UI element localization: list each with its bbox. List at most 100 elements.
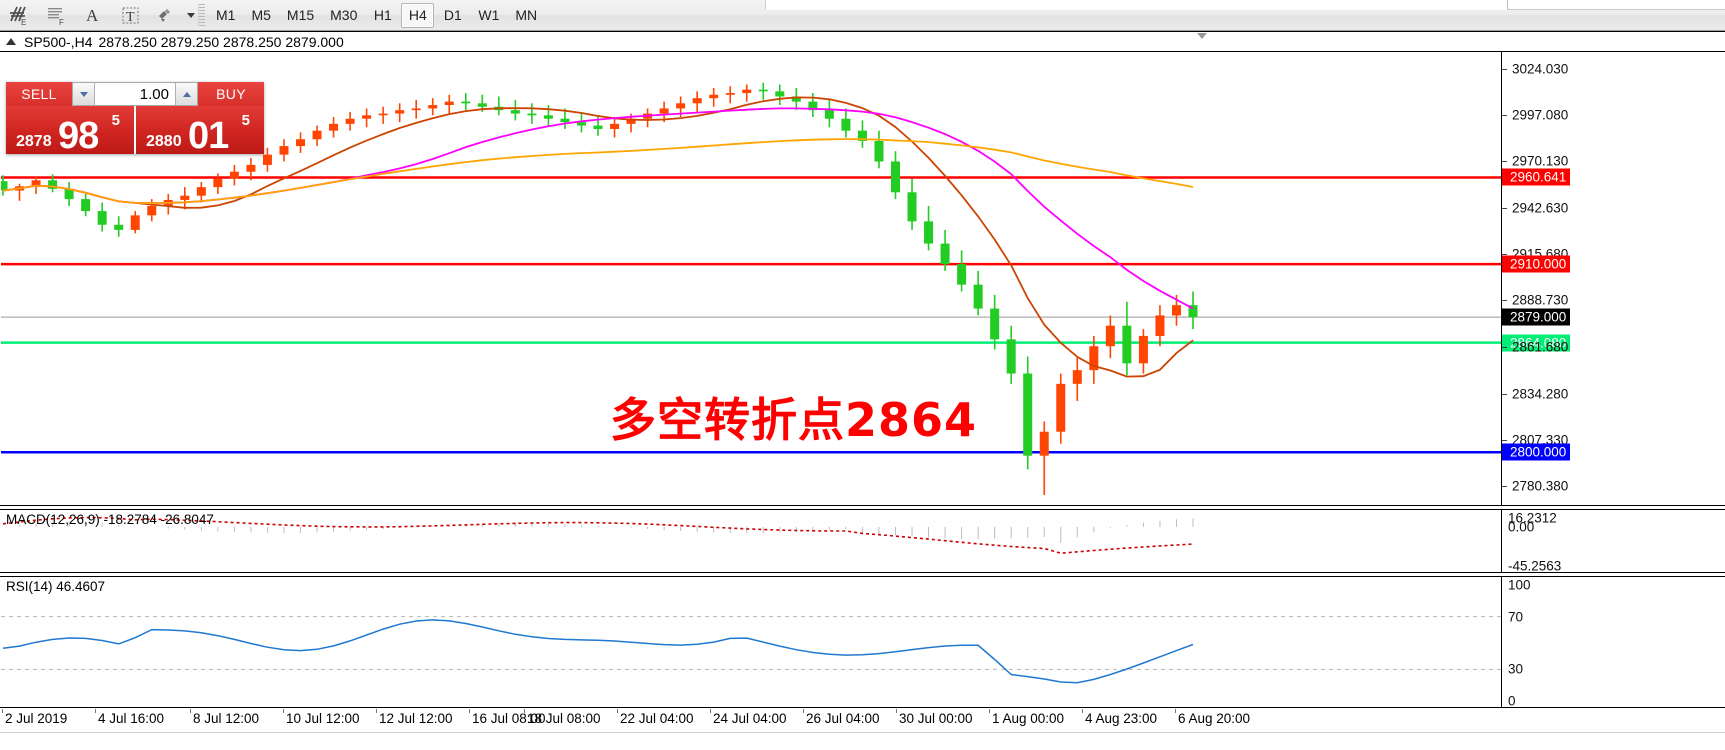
rsi-pane[interactable]: RSI(14) 46.4607 100 70 30 0 — [0, 576, 1725, 708]
toolbar-scroll-strip[interactable] — [765, 0, 1725, 10]
candle — [279, 146, 289, 155]
macd-axis-label: -45.2563 — [1508, 558, 1562, 573]
price-tick — [1502, 346, 1507, 348]
timeframe-h4[interactable]: H4 — [401, 2, 435, 28]
volume-increase-button[interactable] — [175, 83, 197, 105]
price-label-2888-730: 2888.730 — [1512, 292, 1569, 308]
timeframe-m15[interactable]: M15 — [286, 7, 315, 23]
price-label-2997-080: 2997.080 — [1512, 107, 1569, 123]
candle — [990, 308, 1000, 340]
time-label: 18 Jul 08:00 — [527, 711, 601, 726]
candle — [64, 188, 74, 200]
sell-price-prefix: 2878 — [16, 133, 52, 150]
candle — [543, 115, 553, 119]
objects-dropdown-caret-icon[interactable] — [187, 12, 195, 18]
timeframe-m30[interactable]: M30 — [330, 7, 358, 23]
timeframe-h1[interactable]: H1 — [373, 7, 392, 23]
timeframe-m1[interactable]: M1 — [216, 7, 236, 23]
toolbar-scroll-thumb[interactable] — [766, 0, 1508, 10]
timeframe-mn[interactable]: MN — [515, 7, 538, 23]
candle — [791, 96, 801, 102]
candle — [709, 94, 719, 99]
price-pane[interactable]: 3024.030 2997.080 2970.130 2960.641 2942.630… — [0, 51, 1725, 506]
candle — [411, 108, 421, 111]
time-label: 30 Jul 00:00 — [899, 711, 973, 726]
volume-stepper[interactable]: 1.00 — [72, 82, 198, 106]
price-label-2834-280: 2834.280 — [1512, 386, 1569, 402]
rsi-axis-label: 70 — [1508, 609, 1524, 625]
indicator-grid-icon[interactable]: F — [37, 1, 74, 30]
rsi-axis-label: 30 — [1508, 661, 1524, 677]
sell-price-cell[interactable]: 2878 98 5 — [6, 106, 134, 154]
time-label: 16 Jul 08:00 — [472, 711, 546, 726]
time-tick — [1175, 709, 1176, 713]
volume-decrease-button[interactable] — [73, 83, 95, 105]
time-tick — [989, 709, 990, 713]
candle — [957, 264, 967, 285]
text-tool-icon[interactable]: A — [74, 1, 111, 30]
chart-type-icon[interactable]: E — [0, 1, 37, 30]
candle — [527, 113, 537, 116]
candle — [725, 93, 735, 95]
one-click-trade-panel[interactable]: SELL 1.00 BUY 2878 98 5 2880 01 5 — [6, 82, 264, 154]
price-plot-area[interactable] — [1, 52, 1501, 505]
text-label-tool-icon[interactable]: T — [111, 1, 148, 30]
candle — [213, 178, 223, 188]
candle — [477, 103, 487, 107]
svg-text:F: F — [59, 18, 64, 26]
chart-top-marker-icon — [1197, 33, 1207, 39]
rsi-line — [2, 619, 1194, 684]
candle — [1089, 346, 1099, 371]
time-label: 8 Jul 12:00 — [193, 711, 260, 726]
buy-button[interactable]: BUY — [198, 82, 264, 106]
timeframe-d1[interactable]: D1 — [443, 7, 462, 23]
buy-price-cell[interactable]: 2880 01 5 — [136, 106, 264, 154]
candle — [973, 284, 983, 309]
ma-fast — [2, 96, 1194, 378]
candle — [924, 221, 934, 244]
timeframe-w1[interactable]: W1 — [478, 7, 500, 23]
toolbar-separator — [198, 4, 205, 26]
price-chip-2800-000: 2800.000 — [1502, 443, 1571, 461]
time-label: 6 Aug 20:00 — [1178, 711, 1251, 726]
candle — [114, 224, 124, 230]
volume-input[interactable]: 1.00 — [95, 83, 175, 105]
candle — [692, 98, 702, 104]
rsi-axis-label: 0 — [1508, 693, 1516, 708]
candle — [891, 161, 900, 193]
price-tick — [1502, 439, 1507, 441]
candle — [857, 130, 867, 141]
sell-price-fraction: 5 — [111, 112, 120, 129]
collapse-triangle-icon[interactable] — [6, 38, 16, 45]
price-tick — [1502, 208, 1507, 210]
candle — [312, 130, 322, 140]
buy-price-fraction: 5 — [241, 112, 250, 129]
time-tick — [283, 709, 284, 713]
candle — [560, 118, 570, 123]
price-tick — [1502, 254, 1507, 256]
candle — [97, 211, 107, 225]
candle — [395, 110, 405, 114]
price-candles-svg — [1, 82, 1501, 496]
time-tick — [1082, 709, 1083, 713]
objects-icon[interactable] — [148, 1, 185, 30]
chart-annotation-text[interactable]: 多空转折点2864 — [610, 393, 978, 447]
price-tick — [1502, 300, 1507, 302]
candle — [1171, 305, 1181, 316]
price-label-2970-130: 2970.130 — [1512, 153, 1569, 169]
rsi-axis-label: 100 — [1508, 577, 1531, 593]
candle — [246, 164, 256, 172]
macd-pane[interactable]: MACD(12,26,9) -18.2784 -26.8047 16.2312 0… — [0, 509, 1725, 573]
timeframe-m5[interactable]: M5 — [251, 7, 271, 23]
time-tick — [803, 709, 804, 713]
candle — [610, 123, 620, 129]
price-axis[interactable]: 3024.030 2997.080 2970.130 2960.641 2942.630… — [1501, 52, 1725, 505]
sell-button[interactable]: SELL — [6, 82, 72, 106]
candle — [758, 89, 768, 92]
candle — [1056, 383, 1066, 432]
macd-axis-label: 0.00 — [1508, 519, 1535, 535]
candle — [1155, 315, 1165, 336]
time-tick — [95, 709, 96, 713]
time-tick — [190, 709, 191, 713]
candle — [461, 101, 471, 104]
